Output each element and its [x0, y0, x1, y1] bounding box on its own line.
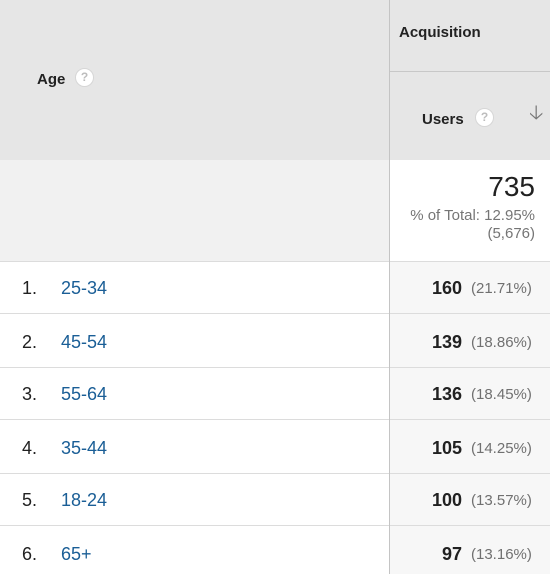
row-divider: [0, 419, 550, 420]
row-rank: 6.: [22, 544, 38, 564]
metric-cell: [390, 314, 550, 367]
users-percentage: (21.71%): [471, 280, 532, 297]
users-value: 105: [431, 438, 462, 458]
acquisition-group-header: Acquisition: [399, 24, 481, 41]
row-rank: 4.: [22, 438, 38, 458]
row-rank: 1.: [22, 278, 38, 298]
row-divider: [0, 313, 550, 314]
total-count-line: (5,676): [487, 225, 535, 242]
metric-cell: [390, 368, 550, 419]
arrow-down-icon[interactable]: 🡣: [529, 102, 544, 124]
dimension-header-cell: [0, 0, 389, 160]
metric-header-cell[interactable]: [390, 72, 550, 160]
age-column-header[interactable]: Age: [37, 71, 66, 88]
row-rank: 2.: [22, 332, 38, 352]
header-divider: [390, 71, 550, 72]
totals-row-label-cell: [0, 160, 389, 261]
age-link-25-34[interactable]: 25-34: [61, 278, 108, 298]
users-value: 136: [431, 384, 462, 404]
metric-cell: [390, 526, 550, 574]
users-percentage: (13.16%): [471, 546, 532, 563]
age-link-35-44[interactable]: 35-44: [61, 438, 108, 458]
users-value: 97: [441, 544, 462, 564]
row-rank: 3.: [22, 384, 38, 404]
row-divider: [0, 473, 550, 474]
total-percentage: % of Total: 12.95% (5,676): [410, 207, 535, 243]
age-link-65-plus[interactable]: 65+: [61, 544, 92, 564]
users-value: 160: [431, 278, 462, 298]
age-link-55-64[interactable]: 55-64: [61, 384, 108, 404]
totals-row-value-cell: [390, 160, 550, 261]
users-percentage: (18.45%): [471, 386, 532, 403]
total-percentage-line: % of Total: 12.95%: [410, 207, 535, 224]
question-mark-icon[interactable]: ?: [75, 68, 94, 87]
metric-cell: [390, 474, 550, 525]
column-divider: [389, 0, 390, 574]
users-percentage: (13.57%): [471, 492, 532, 509]
row-divider: [0, 261, 550, 262]
age-link-18-24[interactable]: 18-24: [61, 490, 108, 510]
row-rank: 5.: [22, 490, 38, 510]
metric-cell: [390, 420, 550, 473]
row-divider: [0, 525, 550, 526]
total-users-value: 735: [488, 171, 535, 202]
group-header-cell: [390, 0, 550, 71]
users-value: 139: [431, 332, 462, 352]
row-divider: [0, 367, 550, 368]
age-link-45-54[interactable]: 45-54: [61, 332, 108, 352]
users-percentage: (18.86%): [471, 334, 532, 351]
users-value: 100: [431, 490, 462, 510]
question-mark-icon[interactable]: ?: [475, 108, 494, 127]
users-column-header[interactable]: Users: [422, 111, 464, 128]
metric-cell: [390, 262, 550, 313]
users-percentage: (14.25%): [471, 440, 532, 457]
